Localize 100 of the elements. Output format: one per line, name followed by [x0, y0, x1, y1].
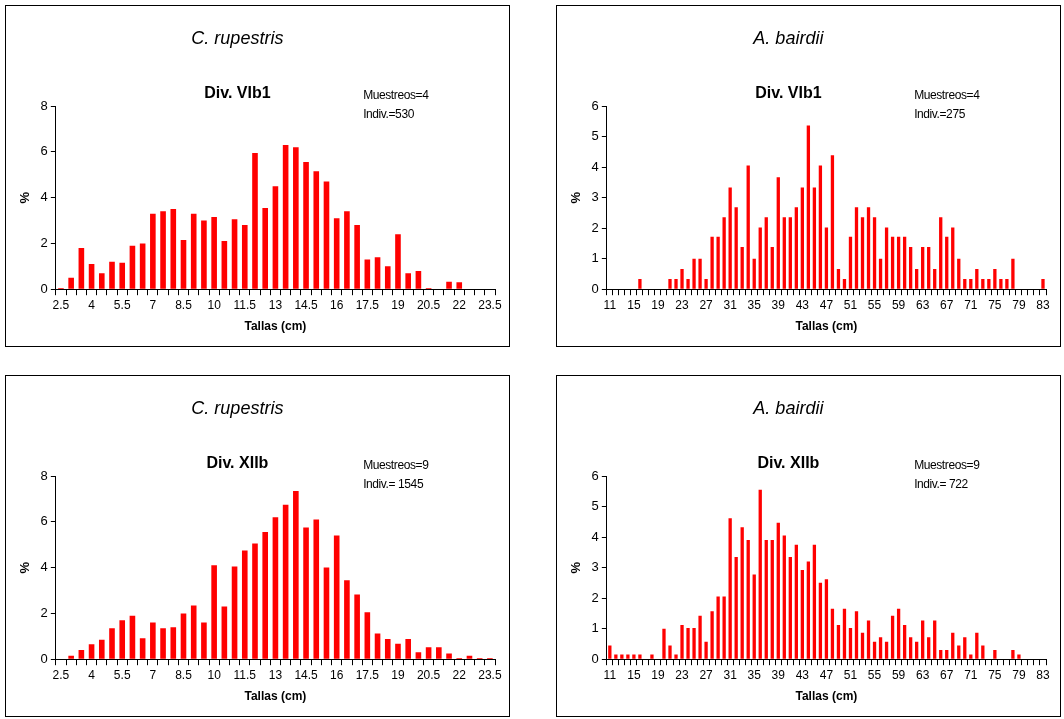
bar: [836, 625, 841, 659]
bar: [836, 269, 841, 289]
bar: [788, 556, 792, 659]
y-tick-label: 1: [591, 620, 599, 636]
bar: [686, 628, 690, 659]
bar: [981, 645, 985, 659]
bar: [794, 207, 798, 289]
x-tick-label: 2.5: [52, 297, 70, 312]
x-tick-label: 23: [675, 667, 690, 682]
y-tick-label: 2: [591, 219, 599, 235]
bar: [405, 639, 411, 659]
bar: [190, 605, 197, 659]
bar: [896, 236, 901, 289]
bar: [201, 220, 207, 289]
bar: [854, 611, 859, 659]
y-axis-title: %: [568, 561, 584, 574]
x-tick-label: 8.5: [175, 297, 193, 312]
bar: [710, 236, 714, 289]
bar: [638, 654, 642, 659]
bar: [945, 236, 949, 289]
bar: [221, 241, 228, 289]
y-tick-label: 1: [591, 250, 599, 266]
bar: [951, 227, 955, 289]
bar: [231, 566, 238, 659]
bar: [704, 279, 708, 289]
bar: [231, 219, 238, 289]
bar: [842, 608, 847, 659]
y-axis-title: %: [568, 191, 584, 204]
bar: [364, 259, 371, 289]
x-tick-label: 23.5: [478, 297, 502, 312]
x-tick-label: 79: [1012, 667, 1026, 682]
x-tick-label: 17.5: [355, 667, 380, 682]
bar: [436, 647, 442, 659]
x-tick-label: 51: [843, 667, 858, 682]
chart-title: A. bairdii: [751, 28, 825, 49]
bar: [313, 171, 320, 289]
chart-title: C. rupestris: [190, 28, 285, 49]
bar: [800, 187, 805, 289]
bar: [466, 655, 473, 659]
bar: [812, 544, 817, 659]
bar: [78, 650, 85, 659]
bar: [262, 207, 269, 289]
bar: [303, 162, 309, 289]
text: Muestreos=9: [914, 457, 980, 474]
bar: [160, 211, 166, 289]
bar: [415, 270, 422, 289]
bar: [993, 269, 997, 289]
x-tick-label: 27: [699, 297, 714, 312]
bar: [78, 247, 85, 289]
bar: [939, 217, 943, 289]
y-tick-label: 0: [591, 650, 599, 666]
bar: [68, 277, 74, 289]
x-tick-label: 59: [891, 297, 906, 312]
x-tick-label: 16: [330, 667, 344, 682]
bar: [945, 650, 949, 659]
bar: [969, 279, 973, 289]
y-tick-label: 4: [40, 189, 48, 205]
bar: [818, 165, 823, 289]
bar: [728, 518, 732, 659]
y-tick-label: 4: [40, 559, 48, 575]
bar: [908, 637, 913, 659]
x-tick-label: 10: [207, 667, 222, 682]
y-tick-label: 6: [591, 467, 599, 483]
bar: [405, 273, 411, 289]
bar: [830, 608, 835, 659]
bar: [1017, 654, 1021, 659]
y-tick-label: 5: [591, 498, 599, 514]
bar: [933, 269, 937, 289]
y-tick-label: 2: [40, 234, 48, 250]
chart-subtitle: Div. VIb1: [204, 84, 271, 101]
bar: [354, 225, 360, 289]
x-tick-label: 7: [149, 667, 157, 682]
x-tick-label: 51: [843, 297, 858, 312]
x-tick-label: 39: [771, 297, 786, 312]
bar: [139, 638, 146, 659]
bar: [800, 570, 805, 659]
bar: [333, 535, 340, 659]
bar: [963, 637, 967, 659]
bar: [915, 269, 919, 289]
x-tick-label: 31: [723, 667, 738, 682]
bar: [987, 279, 991, 289]
bar: [740, 247, 744, 289]
x-tick-label: 71: [964, 297, 978, 312]
bar: [716, 236, 720, 289]
y-tick-label: 6: [591, 97, 599, 113]
x-tick-label: 5.5: [113, 297, 131, 312]
x-tick-label: 23.5: [478, 667, 502, 682]
bar: [354, 594, 360, 659]
bar: [848, 236, 853, 289]
bar: [860, 217, 865, 289]
bar: [344, 211, 350, 289]
bar: [88, 264, 95, 289]
bar: [975, 269, 979, 289]
bar: [927, 247, 931, 289]
bar: [812, 187, 817, 289]
bar: [957, 258, 961, 289]
bar: [698, 258, 702, 289]
bar: [170, 627, 177, 659]
bar: [1011, 258, 1015, 289]
x-tick-label: 20.5: [416, 297, 441, 312]
